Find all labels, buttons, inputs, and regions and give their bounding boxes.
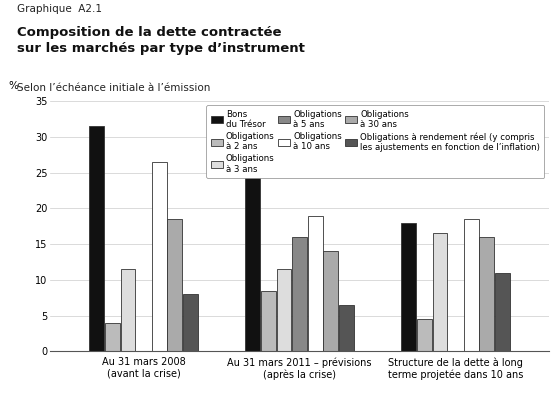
Bar — [90, 126, 104, 351]
Bar — [339, 305, 354, 351]
Bar — [261, 290, 276, 351]
Bar — [479, 237, 494, 351]
Bar — [152, 162, 167, 351]
Bar — [245, 173, 260, 351]
Bar — [308, 215, 323, 351]
Bar — [183, 294, 198, 351]
Bar — [292, 237, 307, 351]
Bar — [464, 219, 479, 351]
Bar — [105, 323, 120, 351]
Bar — [417, 319, 432, 351]
Bar — [402, 223, 416, 351]
Bar — [167, 219, 182, 351]
Text: Graphique  A2.1: Graphique A2.1 — [17, 4, 102, 14]
Text: Selon l’échéance initiale à l’émission: Selon l’échéance initiale à l’émission — [17, 83, 210, 93]
Bar — [495, 273, 510, 351]
Legend: Bons
du Trésor, Obligations
à 2 ans, Obligations
à 3 ans, Obligations
à 5 ans, O: Bons du Trésor, Obligations à 2 ans, Obl… — [207, 105, 544, 178]
Text: %: % — [8, 81, 18, 91]
Text: Composition de la dette contractée
sur les marchés par type d’instrument: Composition de la dette contractée sur l… — [17, 26, 305, 55]
Bar — [432, 234, 447, 351]
Bar — [120, 269, 136, 351]
Bar — [323, 251, 338, 351]
Bar — [277, 269, 291, 351]
